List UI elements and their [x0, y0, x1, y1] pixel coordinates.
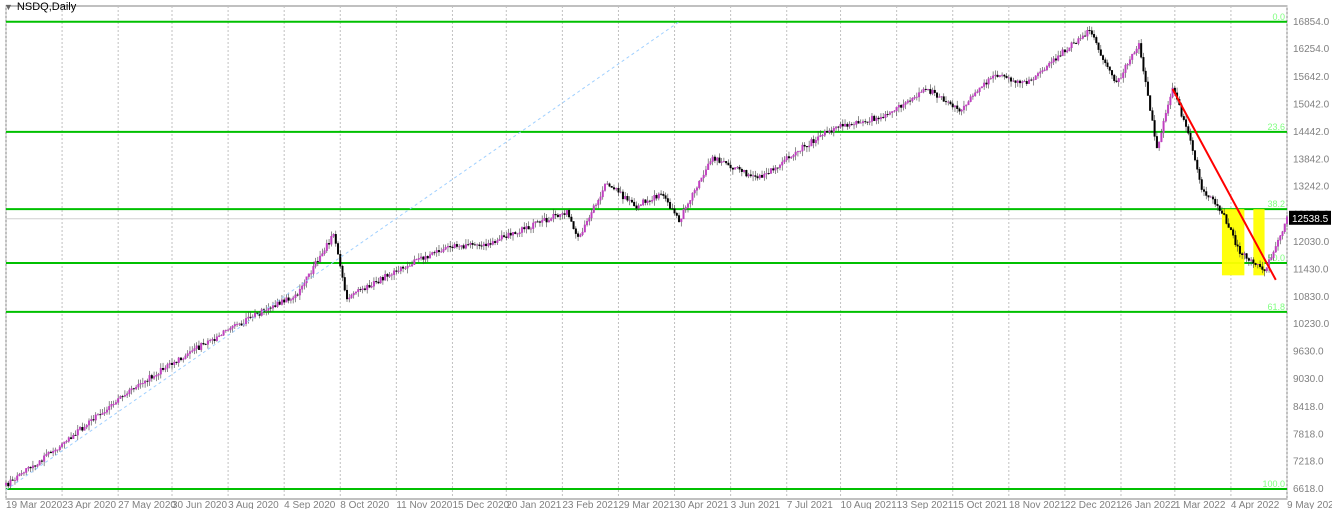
chart-svg[interactable]: 19 Mar 202023 Apr 202027 May 202030 Jun … — [0, 0, 1332, 509]
chart-title-bar: ▼ NSDQ,Daily — [4, 1, 76, 13]
svg-text:30 Jun 2020: 30 Jun 2020 — [172, 500, 227, 509]
svg-text:8 Oct 2020: 8 Oct 2020 — [340, 500, 389, 509]
svg-text:20 Jan 2021: 20 Jan 2021 — [506, 500, 561, 509]
svg-text:15642.0: 15642.0 — [1293, 72, 1330, 83]
svg-text:13842.0: 13842.0 — [1293, 154, 1330, 165]
svg-text:50.0: 50.0 — [1267, 253, 1285, 263]
svg-text:7218.0: 7218.0 — [1293, 457, 1324, 468]
svg-text:29 Mar 2021: 29 Mar 2021 — [618, 500, 675, 509]
svg-text:19 Mar 2020: 19 Mar 2020 — [6, 500, 63, 509]
svg-text:26 Jan 2022: 26 Jan 2022 — [1121, 500, 1176, 509]
svg-text:27 May 2020: 27 May 2020 — [118, 500, 176, 509]
svg-text:0.0: 0.0 — [1272, 12, 1285, 22]
svg-text:16854.0: 16854.0 — [1293, 17, 1330, 28]
svg-text:22 Dec 2021: 22 Dec 2021 — [1065, 500, 1122, 509]
svg-text:1 Mar 2022: 1 Mar 2022 — [1175, 500, 1226, 509]
svg-text:15042.0: 15042.0 — [1293, 100, 1330, 111]
svg-text:10230.0: 10230.0 — [1293, 319, 1330, 330]
svg-text:9630.0: 9630.0 — [1293, 347, 1324, 358]
svg-text:3 Aug 2020: 3 Aug 2020 — [228, 500, 279, 509]
svg-text:4 Sep 2020: 4 Sep 2020 — [284, 500, 336, 509]
svg-text:15 Dec 2020: 15 Dec 2020 — [452, 500, 509, 509]
svg-text:11 Nov 2020: 11 Nov 2020 — [396, 500, 452, 509]
svg-text:23 Feb 2021: 23 Feb 2021 — [562, 500, 619, 509]
svg-text:12030.0: 12030.0 — [1293, 237, 1330, 248]
chart-container[interactable]: ▼ NSDQ,Daily 19 Mar 202023 Apr 202027 Ma… — [0, 0, 1332, 509]
chevron-down-icon[interactable]: ▼ — [4, 2, 13, 12]
svg-text:18 Nov 2021: 18 Nov 2021 — [1009, 500, 1066, 509]
svg-text:3 Jun 2021: 3 Jun 2021 — [731, 500, 781, 509]
svg-text:30 Apr 2021: 30 Apr 2021 — [675, 500, 729, 509]
svg-text:13 Sep 2021: 13 Sep 2021 — [897, 500, 954, 509]
svg-text:13242.0: 13242.0 — [1293, 182, 1330, 193]
svg-text:7 Jul 2021: 7 Jul 2021 — [787, 500, 834, 509]
svg-text:23 Apr 2020: 23 Apr 2020 — [62, 500, 116, 509]
svg-text:10 Aug 2021: 10 Aug 2021 — [841, 500, 898, 509]
svg-text:38.2: 38.2 — [1267, 199, 1285, 209]
svg-text:61.8: 61.8 — [1267, 302, 1285, 312]
svg-text:4 Apr 2022: 4 Apr 2022 — [1231, 500, 1280, 509]
svg-text:9 May 2022: 9 May 2022 — [1287, 500, 1332, 509]
svg-text:7818.0: 7818.0 — [1293, 429, 1324, 440]
svg-text:10830.0: 10830.0 — [1293, 292, 1330, 303]
svg-text:8418.0: 8418.0 — [1293, 402, 1324, 413]
svg-text:12538.5: 12538.5 — [1292, 214, 1329, 225]
chart-title: NSDQ,Daily — [17, 1, 76, 13]
svg-text:11430.0: 11430.0 — [1293, 264, 1329, 275]
svg-text:14442.0: 14442.0 — [1293, 127, 1330, 138]
svg-text:15 Oct 2021: 15 Oct 2021 — [953, 500, 1008, 509]
svg-text:100.0: 100.0 — [1262, 479, 1285, 489]
svg-text:6618.0: 6618.0 — [1293, 484, 1324, 495]
svg-text:23.6: 23.6 — [1267, 122, 1285, 132]
svg-text:9030.0: 9030.0 — [1293, 374, 1324, 385]
svg-text:16254.0: 16254.0 — [1293, 44, 1330, 55]
